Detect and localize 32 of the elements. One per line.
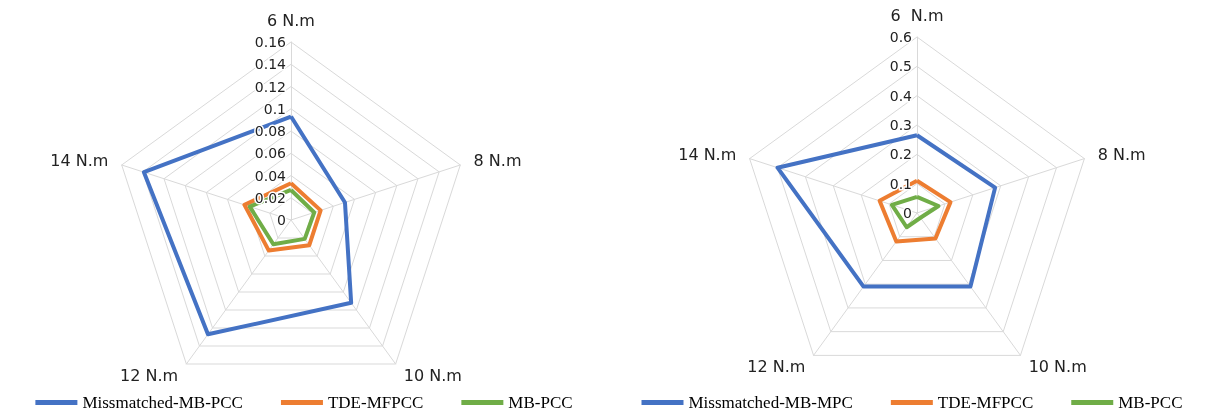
legend-label: MB-PCC [508,393,573,412]
spoke-label: 10 N.m [1028,357,1087,377]
spoke-label: 8 N.m [473,151,522,171]
y-tick-label: 0.4 [889,87,913,104]
legend-label: TDE-MFPCC [327,393,424,412]
y-tick-label: 0.16 [254,34,287,50]
y-tick-label: 0.04 [254,167,287,184]
legend-label: Missmatched-MB-MPC [688,393,853,412]
y-tick-label: 0.12 [254,78,286,95]
spoke-label: 8 N.m [1097,144,1146,164]
spoke-label: 12 N.m [747,357,806,377]
y-tick-label: 0.6 [889,29,913,45]
y-tick-label: 0.06 [254,145,287,162]
spoke-label: 14 N.m [678,144,737,164]
y-tick-label: 0.02 [254,189,286,206]
spoke-label: 10 N.m [403,365,462,385]
y-tick-label: 0 [277,212,286,228]
spoke-label: 6 N.m [267,10,315,30]
spoke-label: 14 N.m [50,151,109,171]
y-tick-label: 0.5 [889,58,912,75]
spoke-label: 6 N.m [890,5,944,25]
y-tick-label: 0.1 [263,100,286,117]
y-tick-label: 0.3 [889,117,912,133]
y-tick-label: 0.14 [254,56,287,73]
y-tick-label: 0.1 [889,175,912,192]
spoke-label: 12 N.m [120,365,179,385]
y-tick-label: 0 [903,205,912,221]
legend-label: TDE-MFPCC [937,393,1034,412]
y-tick-label: 0.08 [254,123,286,139]
y-tick-label: 0.2 [889,146,912,163]
legend-label: Missmatched-MB-PCC [82,393,243,412]
legend-label: MB-PCC [1118,393,1183,412]
